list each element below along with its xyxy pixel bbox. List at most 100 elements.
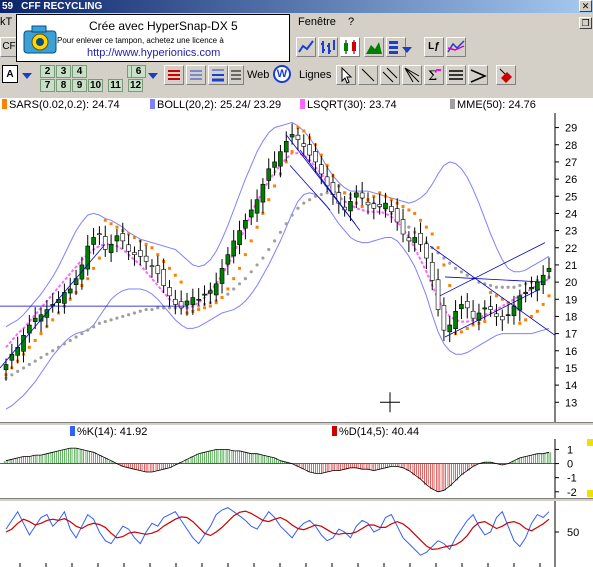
stochastic-chart[interactable]: 50 xyxy=(0,501,593,567)
candle-body xyxy=(318,164,324,175)
period-button-8[interactable]: 8 xyxy=(56,79,71,92)
bar-chart-button[interactable] xyxy=(318,37,338,57)
sigma-icon: Σ xyxy=(428,69,441,84)
num-label: 12 xyxy=(129,80,142,91)
period-button-11[interactable]: 11 xyxy=(108,79,123,92)
horizontal-lines-button[interactable] xyxy=(446,65,466,85)
mme-point xyxy=(68,338,72,343)
osc-tick-label: 0 xyxy=(567,459,573,471)
color-lines-icon xyxy=(168,70,180,80)
fan-tool-button[interactable] xyxy=(402,65,422,85)
color-blue-button[interactable] xyxy=(186,65,206,85)
menu-help[interactable]: ? xyxy=(348,16,355,28)
period-button-12[interactable]: 12 xyxy=(128,79,143,92)
sars-point xyxy=(92,266,96,270)
angle-tool-button[interactable] xyxy=(468,65,488,85)
font-dropdown-icon[interactable] xyxy=(22,73,32,79)
chart-type-dropdown-icon[interactable] xyxy=(402,47,412,53)
mountain-chart-button[interactable] xyxy=(364,37,384,57)
trendline xyxy=(289,165,331,211)
sars-point xyxy=(208,304,212,308)
period-dropdown-icon[interactable] xyxy=(148,73,158,79)
period-button-9[interactable]: 9 xyxy=(72,79,87,92)
candle-chart-button[interactable] xyxy=(340,37,360,57)
font-button[interactable]: A xyxy=(2,65,18,83)
mme-point xyxy=(74,335,78,339)
lf-button[interactable]: Lƒ xyxy=(424,37,444,57)
candle-body xyxy=(190,297,196,305)
num-label: 9 xyxy=(76,80,83,91)
period-button-3[interactable]: 3 xyxy=(56,65,71,78)
sars-point xyxy=(459,330,463,334)
sars-point xyxy=(302,129,306,133)
line-chart-button[interactable] xyxy=(296,37,316,57)
mme-point xyxy=(518,283,522,288)
pane-separator[interactable] xyxy=(0,422,593,425)
channel-tool-button[interactable] xyxy=(380,65,400,85)
mme-point xyxy=(284,222,288,226)
color-red-button[interactable] xyxy=(164,65,184,85)
pane-separator-2[interactable] xyxy=(0,498,593,501)
menu-fragment[interactable]: kT xyxy=(0,16,13,28)
fan-lines-icon xyxy=(404,67,420,83)
sars-point xyxy=(249,239,253,243)
num-label: 3 xyxy=(60,66,67,77)
stamp-link[interactable]: http://www.hyperionics.com xyxy=(87,47,221,59)
cursor-tool-button[interactable] xyxy=(336,65,356,85)
period-button-6[interactable]: 6 xyxy=(131,65,146,78)
num-label: 6 xyxy=(135,66,142,77)
trendline-tool-button[interactable] xyxy=(358,65,378,85)
oscillator-chart[interactable]: 1 0 -1 -2 xyxy=(0,439,593,498)
mme-point xyxy=(243,277,247,281)
period-button-4[interactable]: 4 xyxy=(72,65,87,78)
price-chart[interactable]: 29 28 27 26 25 24 23 22 21 20 19 18 17 16 15 14 13 xyxy=(0,113,593,422)
line-style-button[interactable] xyxy=(228,65,244,85)
mme-point xyxy=(127,313,131,317)
sars-swatch xyxy=(2,99,7,109)
mme-point xyxy=(296,206,300,210)
mme-point xyxy=(249,270,253,274)
line-width-button[interactable] xyxy=(208,65,228,85)
candle-body xyxy=(243,219,248,229)
mme-point xyxy=(39,356,43,360)
period-button-10[interactable]: 10 xyxy=(88,79,103,92)
web-button[interactable]: W xyxy=(273,65,291,83)
indicator-button[interactable] xyxy=(446,37,466,57)
candle-body xyxy=(167,287,172,297)
mme-point xyxy=(138,309,142,313)
y-tick-label: 16 xyxy=(565,346,577,358)
restore-icon[interactable]: ❐ xyxy=(579,17,592,29)
sars-point xyxy=(436,246,440,250)
candle-body xyxy=(155,265,161,274)
candle-body xyxy=(272,161,277,168)
candle-body xyxy=(283,141,289,153)
period-button-7[interactable]: 7 xyxy=(40,79,55,92)
toolbar-drawing: A 2 3 4 5 6 7 8 9 10 11 12 Web W Lignes … xyxy=(0,61,593,92)
indicator-icon xyxy=(447,40,465,53)
bars-icon xyxy=(389,41,398,54)
parallel-lines-icon xyxy=(382,67,398,83)
mme-point xyxy=(197,304,201,308)
menu-fenetre[interactable]: Fenêtre xyxy=(298,16,336,28)
sigma-tool-button[interactable]: Σ xyxy=(424,65,444,85)
sars-point xyxy=(144,242,148,246)
mme-point xyxy=(91,325,96,329)
close-icon[interactable]: ✕ xyxy=(579,0,592,12)
lignes-label: Lignes xyxy=(299,69,332,81)
candle-body xyxy=(178,301,184,309)
sars-point xyxy=(319,153,323,157)
eraser-tool-button[interactable] xyxy=(496,65,516,85)
mme-point xyxy=(162,306,166,310)
candle-body xyxy=(365,201,371,206)
mme-point xyxy=(261,256,265,260)
y-tick-label: 17 xyxy=(565,329,577,341)
mme-point xyxy=(237,282,242,286)
num-label: 11 xyxy=(110,80,121,91)
period-button-2[interactable]: 2 xyxy=(40,65,55,78)
candle-body xyxy=(418,232,423,245)
candle-body xyxy=(21,335,26,352)
mme-point xyxy=(97,321,102,325)
candle-body xyxy=(208,290,213,294)
candle-body xyxy=(476,312,482,321)
candle-body xyxy=(126,244,131,252)
